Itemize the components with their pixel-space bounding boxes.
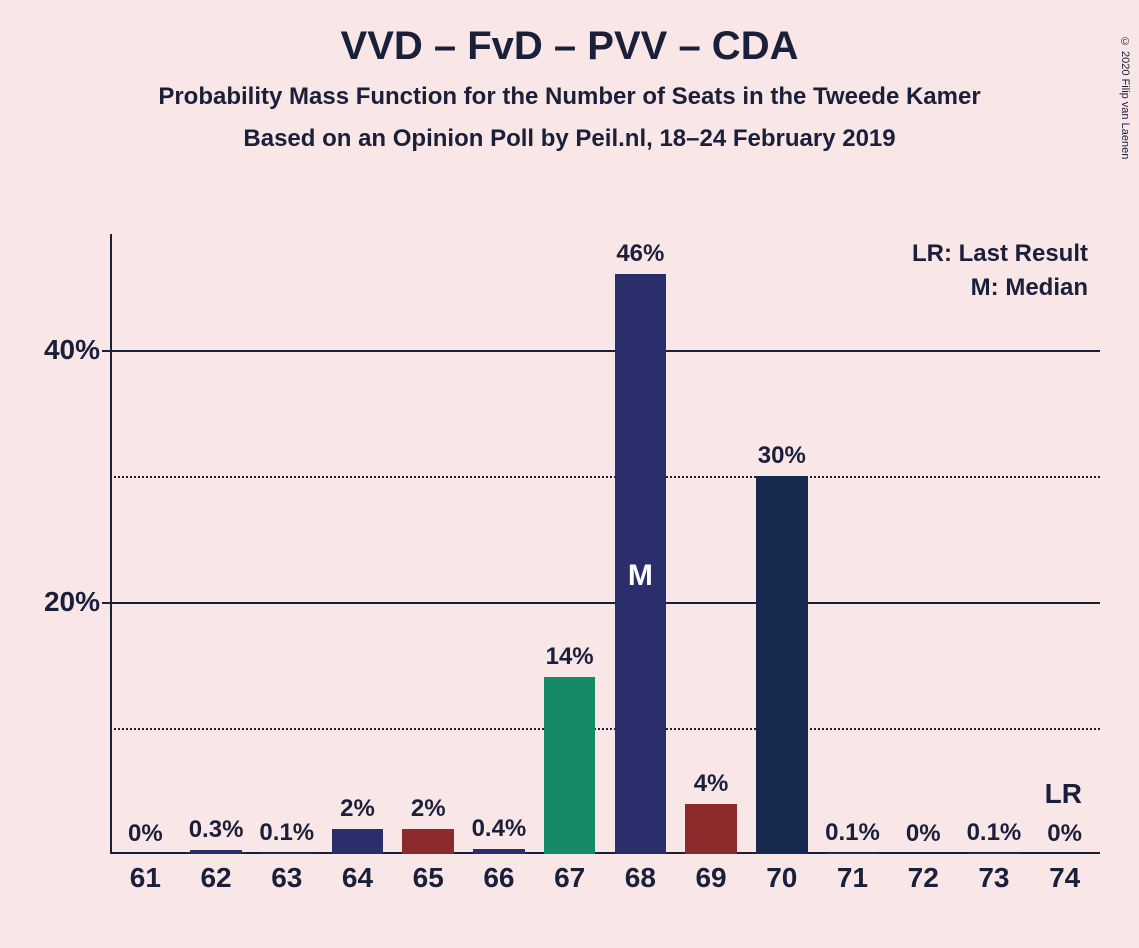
bar-value-label: 0.4%: [464, 815, 535, 843]
bar-65: [402, 829, 454, 854]
x-tick-label: 69: [681, 862, 741, 894]
x-tick-label: 70: [752, 862, 812, 894]
bar-value-label: 0%: [110, 820, 181, 848]
bars-container: 0%0.3%0.1%2%2%0.4%14%46%M4%30%0.1%0%0.1%…: [110, 234, 1100, 854]
bar-67: [544, 677, 596, 854]
chart-subtitle-2: Based on an Opinion Poll by Peil.nl, 18–…: [0, 125, 1139, 153]
x-tick-label: 71: [823, 862, 883, 894]
x-tick-label: 62: [186, 862, 246, 894]
copyright-text: © 2020 Filip van Laenen: [1119, 36, 1131, 159]
y-tick-mark: [102, 602, 110, 604]
bar-value-label: 0%: [888, 820, 959, 848]
bar-value-label: 0.1%: [817, 819, 888, 847]
median-marker: M: [615, 559, 667, 593]
bar-73: [968, 853, 1020, 854]
bar-71: [827, 853, 879, 854]
bar-value-label: 2%: [393, 795, 464, 823]
x-tick-label: 73: [964, 862, 1024, 894]
x-tick-label: 64: [328, 862, 388, 894]
bar-value-label: 0.1%: [251, 819, 322, 847]
bar-69: [685, 804, 737, 854]
bar-64: [332, 829, 384, 854]
x-tick-label: 74: [1035, 862, 1095, 894]
y-tick-label: 40%: [20, 334, 100, 366]
x-tick-label: 61: [115, 862, 175, 894]
x-tick-label: 65: [398, 862, 458, 894]
bar-value-label: 46%: [605, 240, 676, 268]
x-tick-label: 68: [610, 862, 670, 894]
chart-title: VVD – FvD – PVV – CDA: [0, 24, 1139, 69]
x-tick-label: 63: [257, 862, 317, 894]
bar-value-label: 14%: [534, 643, 605, 671]
bar-value-label: 0.3%: [181, 816, 252, 844]
bar-value-label: 30%: [746, 442, 817, 470]
bar-66: [473, 849, 525, 854]
bar-value-label: 0.1%: [959, 819, 1030, 847]
bar-62: [190, 850, 242, 854]
x-tick-label: 67: [540, 862, 600, 894]
y-tick-mark: [102, 350, 110, 352]
bar-value-label: 4%: [676, 770, 747, 798]
bar-value-label: 2%: [322, 795, 393, 823]
lr-position-label: LR: [1045, 778, 1082, 810]
y-tick-label: 20%: [20, 586, 100, 618]
x-tick-label: 66: [469, 862, 529, 894]
bar-63: [261, 853, 313, 854]
bar-70: [756, 476, 808, 854]
x-tick-label: 72: [893, 862, 953, 894]
bar-value-label: 0%: [1029, 820, 1100, 848]
chart-subtitle-1: Probability Mass Function for the Number…: [0, 83, 1139, 111]
plot-area: LR: Last Result M: Median 20%40% 0%0.3%0…: [110, 234, 1100, 854]
